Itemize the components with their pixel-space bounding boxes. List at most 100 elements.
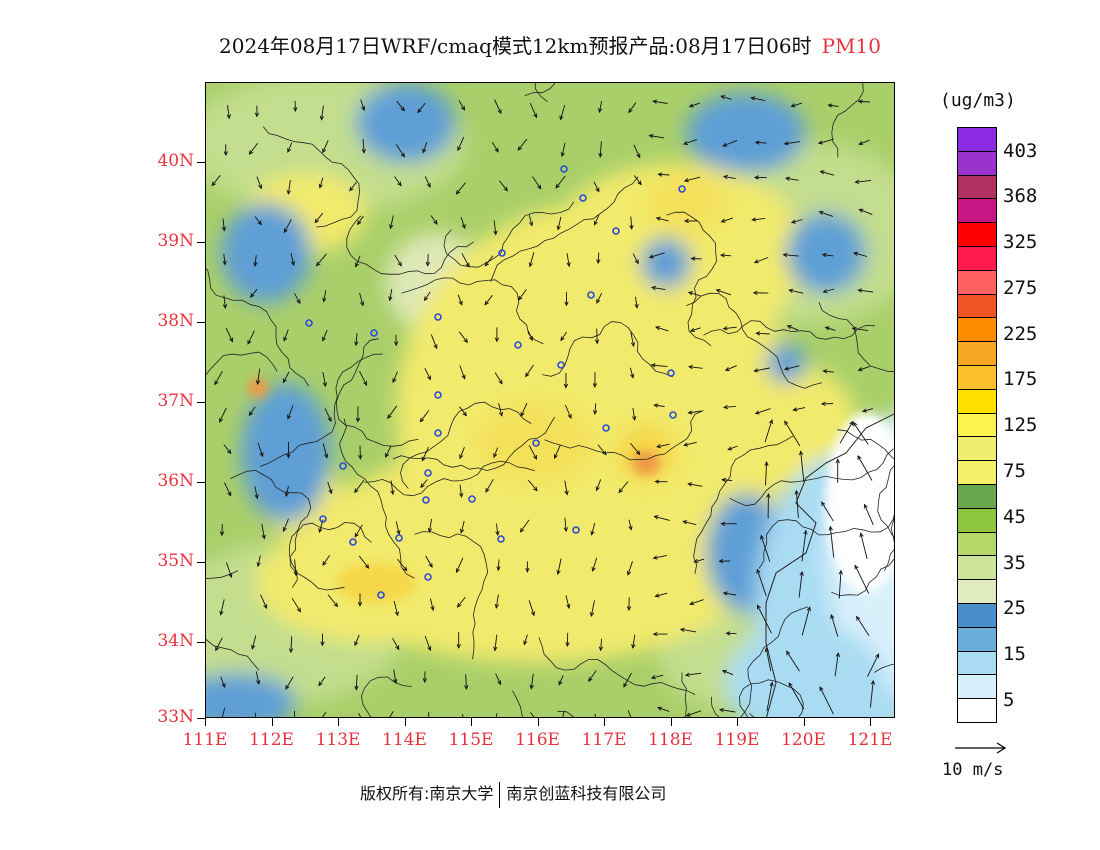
- city-marker: [424, 573, 432, 581]
- wind-arrow: [722, 326, 737, 331]
- city-marker: [557, 361, 565, 369]
- wind-arrow: [690, 256, 702, 261]
- wind-arrow: [211, 175, 221, 187]
- wind-arrow: [493, 634, 498, 652]
- lon-tick: [271, 718, 273, 726]
- wind-arrow: [529, 673, 534, 690]
- legend-label: 15: [1003, 643, 1026, 665]
- wind-arrow: [822, 288, 835, 294]
- wind-arrow: [220, 676, 226, 689]
- wind-arrow: [594, 328, 600, 345]
- wind-arrow: [858, 208, 873, 216]
- legend-color-swatch: [957, 626, 997, 652]
- lon-label: 120E: [781, 730, 826, 750]
- copyright-footer: 版权所有:南京大学 南京创蓝科技有限公司: [360, 780, 666, 808]
- wind-arrow: [655, 326, 669, 332]
- city-marker: [678, 185, 686, 193]
- pm10-map-svg: [206, 83, 894, 717]
- wind-arrow: [456, 596, 466, 608]
- wind-arrow: [632, 407, 637, 421]
- wind-arrow: [392, 638, 400, 651]
- wind-arrow: [595, 479, 602, 492]
- wind-arrow: [801, 606, 811, 636]
- legend-unit: (ug/m3): [940, 90, 1016, 111]
- city-marker: [497, 535, 505, 543]
- boundary-line: [666, 211, 718, 347]
- lat-label: 37N: [157, 391, 194, 411]
- city-marker: [514, 341, 522, 349]
- wind-arrow: [354, 674, 359, 691]
- wind-arrow: [221, 218, 227, 232]
- wind-arrow: [756, 568, 767, 597]
- wind-arrow: [459, 447, 465, 460]
- lat-tick: [197, 322, 205, 323]
- wind-arrow: [654, 592, 668, 598]
- wind-arrow: [563, 372, 569, 389]
- wind-arrow: [652, 554, 667, 560]
- wind-arrow: [327, 594, 339, 608]
- wind-arrow: [293, 100, 298, 113]
- wind-arrow: [784, 420, 801, 447]
- boundary-line: [818, 301, 894, 372]
- wind-arrow: [430, 334, 438, 350]
- wind-arrow: [219, 523, 225, 537]
- lon-tick: [471, 718, 472, 726]
- wind-arrow: [753, 175, 767, 180]
- wind-arrow: [327, 482, 333, 495]
- wind-arrow: [627, 710, 632, 717]
- wind-arrow: [633, 144, 641, 159]
- title-pollutant: PM10: [821, 34, 881, 58]
- wind-arrow: [247, 330, 255, 345]
- wind-arrow: [628, 102, 637, 114]
- wind-arrow: [457, 136, 465, 152]
- wind-arrow: [254, 486, 259, 500]
- legend-label: 175: [1003, 368, 1038, 390]
- city-marker: [468, 495, 476, 503]
- wind-arrow: [684, 672, 702, 677]
- wind-arrow: [798, 450, 805, 482]
- wind-arrow: [517, 138, 528, 151]
- wind-arrow: [291, 597, 301, 613]
- boundary-line: [686, 292, 822, 389]
- wind-arrow: [750, 96, 765, 102]
- city-marker: [560, 165, 568, 173]
- vector-reference-arrow: [955, 742, 1007, 754]
- wind-arrow: [788, 682, 805, 710]
- wind-arrow: [459, 406, 467, 417]
- lon-label: 112E: [249, 730, 294, 750]
- city-marker: [669, 411, 677, 419]
- lat-tick: [197, 162, 205, 163]
- city-marker: [305, 319, 313, 327]
- wind-arrow: [652, 99, 668, 104]
- wind-arrow: [428, 711, 430, 717]
- wind-arrow: [395, 521, 401, 536]
- legend-color-swatch: [957, 127, 997, 152]
- wind-arrow: [355, 406, 361, 423]
- wind-arrow: [598, 638, 604, 652]
- boundary-line: [206, 351, 278, 376]
- wind-arrow: [623, 672, 632, 688]
- wind-arrow: [817, 138, 834, 145]
- wind-arrow: [589, 600, 595, 618]
- legend-color-swatch: [957, 507, 997, 533]
- wind-arrow: [354, 333, 359, 347]
- wind-arrow: [225, 562, 233, 578]
- wind-arrow: [215, 637, 223, 652]
- wind-arrow: [423, 291, 431, 302]
- wind-arrow: [854, 179, 872, 184]
- city-marker: [395, 534, 403, 542]
- legend-label: 5: [1003, 689, 1015, 711]
- boundary-line: [693, 435, 794, 575]
- wind-arrow: [830, 613, 839, 637]
- wind-arrow: [223, 482, 232, 497]
- wind-arrow: [720, 521, 737, 526]
- wind-arrow: [689, 599, 704, 606]
- wind-arrow: [260, 594, 268, 610]
- lon-label: 111E: [182, 730, 228, 750]
- wind-arrow: [285, 676, 294, 690]
- lon-tick: [205, 718, 206, 726]
- wind-arrow: [653, 403, 665, 408]
- legend-color-swatch: [957, 198, 997, 224]
- wind-arrow: [727, 445, 738, 451]
- wind-arrow: [525, 561, 530, 573]
